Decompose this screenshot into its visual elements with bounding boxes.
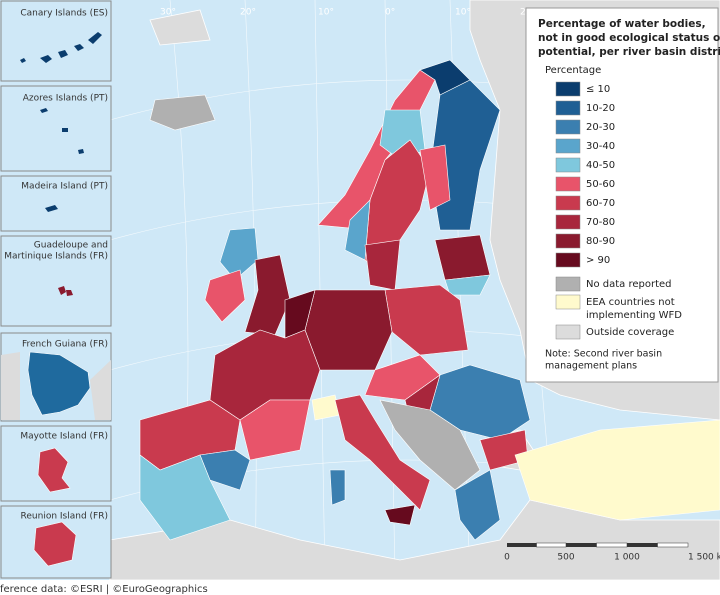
inset-label: Martinique Islands (FR) bbox=[4, 252, 108, 262]
inset-label: Canary Islands (ES) bbox=[20, 9, 108, 19]
graticule-label: 20° bbox=[240, 8, 256, 18]
inset-label: Guadeloupe and bbox=[34, 241, 108, 251]
inset-label: Mayotte Island (FR) bbox=[20, 432, 108, 442]
inset-territory bbox=[33, 521, 77, 567]
scale-segment bbox=[536, 542, 567, 548]
legend-box bbox=[525, 7, 719, 383]
scale-label: 1 500 km bbox=[688, 553, 720, 563]
legend-label: 50-60 bbox=[586, 179, 615, 190]
insets bbox=[0, 0, 112, 579]
inset-territory bbox=[37, 447, 71, 493]
inset-label: French Guiana (FR) bbox=[22, 340, 108, 350]
graticule-label: 30° bbox=[160, 8, 176, 18]
legend-label: 40-50 bbox=[586, 160, 615, 171]
legend-label: 30-40 bbox=[586, 141, 615, 152]
legend-swatch bbox=[555, 157, 581, 173]
scale-label: 0 bbox=[504, 553, 510, 563]
legend-swatch bbox=[555, 100, 581, 116]
legend-label: ≤ 10 bbox=[586, 84, 610, 95]
inset-label: Madeira Island (PT) bbox=[21, 182, 108, 192]
legend-label: 80-90 bbox=[586, 236, 615, 247]
graticule-label: 0° bbox=[385, 8, 395, 18]
legend-swatch bbox=[555, 233, 581, 249]
inset-islands bbox=[45, 205, 58, 212]
legend-swatch bbox=[555, 138, 581, 154]
legend-title: potential, per river basin district bbox=[538, 46, 720, 58]
legend-label: 10-20 bbox=[586, 103, 615, 114]
inset-islands bbox=[58, 286, 73, 296]
inset-land bbox=[1, 352, 20, 420]
inset-frame bbox=[0, 235, 112, 327]
legend-swatch bbox=[555, 324, 581, 340]
legend-label: 20-30 bbox=[586, 122, 615, 133]
legend-swatch bbox=[555, 214, 581, 230]
legend-swatch bbox=[555, 195, 581, 211]
inset-islands bbox=[40, 108, 84, 154]
legend-label: EEA countries not bbox=[586, 297, 675, 308]
legend-label: > 90 bbox=[586, 255, 610, 266]
footer: ference data: ©ESRI | ©EuroGeographics bbox=[0, 584, 208, 595]
graticule-label: 10° bbox=[318, 8, 334, 18]
legend-label: 70-80 bbox=[586, 217, 615, 228]
legend-swatch bbox=[555, 119, 581, 135]
legend-swatch bbox=[555, 81, 581, 97]
inset-frame bbox=[0, 85, 112, 172]
scale-segment bbox=[596, 542, 628, 548]
inset-frame bbox=[0, 175, 112, 232]
inset-label: Azores Islands (PT) bbox=[23, 94, 108, 104]
legend-label: No data reported bbox=[586, 279, 672, 290]
inset-label: Reunion Island (FR) bbox=[21, 512, 108, 522]
legend-swatch bbox=[555, 252, 581, 268]
legend-title: Percentage of water bodies, bbox=[538, 18, 706, 30]
legend-label: Outside coverage bbox=[586, 327, 674, 338]
legend-label: 60-70 bbox=[586, 198, 615, 209]
legend-label: implementing WFD bbox=[586, 310, 682, 321]
scale-segment bbox=[627, 543, 658, 547]
scale-segment bbox=[507, 543, 537, 547]
legend-swatch bbox=[555, 294, 581, 310]
scale-segment bbox=[657, 542, 689, 548]
inset-islands bbox=[20, 32, 102, 63]
legend-swatch bbox=[555, 276, 581, 292]
inset-territory bbox=[27, 351, 91, 416]
graticule-label: 10° bbox=[455, 8, 471, 18]
legend-note: Note: Second river basin bbox=[545, 349, 662, 360]
scale-bar: 0 500 1 000 1 500 km bbox=[504, 542, 720, 563]
scale-label: 500 bbox=[557, 553, 574, 563]
legend-note: management plans bbox=[545, 361, 637, 372]
scale-segment bbox=[566, 543, 597, 547]
legend-swatch bbox=[555, 176, 581, 192]
inset-land bbox=[90, 360, 111, 420]
footer-bg bbox=[0, 580, 720, 595]
legend-subtitle: Percentage bbox=[545, 65, 601, 76]
river-basin-districts bbox=[139, 59, 720, 541]
legend-title: not in good ecological status or bbox=[538, 32, 720, 44]
scale-label: 1 000 bbox=[614, 553, 640, 563]
